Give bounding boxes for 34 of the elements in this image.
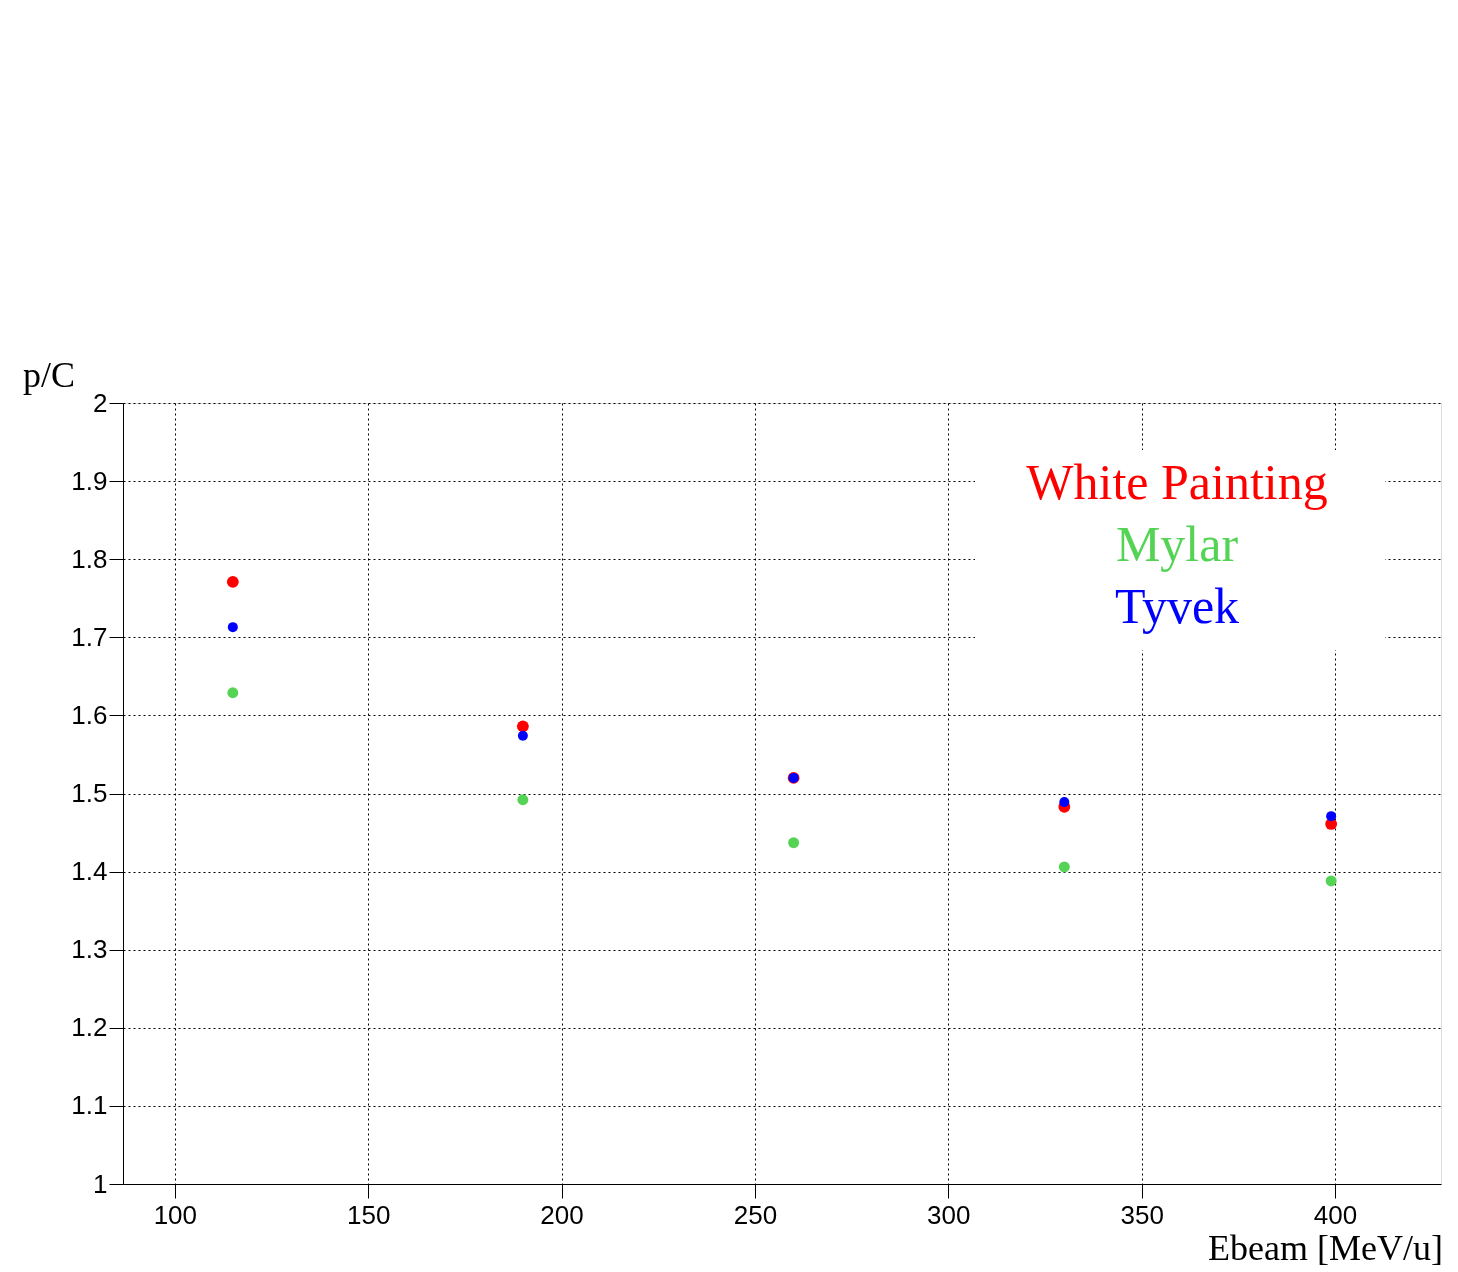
x-tick-label: 400 — [1313, 1199, 1358, 1230]
point — [1325, 875, 1337, 887]
text: White Painting — [1026, 454, 1328, 510]
y-tick-label: 1 — [93, 1168, 108, 1199]
text: Mylar — [1115, 516, 1239, 572]
x-tick-label: 150 — [347, 1199, 391, 1230]
y-tick-label: 1.7 — [71, 621, 108, 652]
point — [788, 837, 800, 849]
point — [517, 794, 529, 806]
point — [517, 730, 528, 741]
point — [226, 575, 239, 588]
y-tick-label: 1.1 — [71, 1090, 108, 1121]
point — [1058, 861, 1070, 873]
y-tick-label: 1.2 — [71, 1012, 108, 1043]
point — [227, 687, 239, 699]
y-axis-title: p/C — [23, 355, 76, 395]
x-tick-label: 100 — [153, 1199, 198, 1230]
x-tick-label: 250 — [733, 1199, 778, 1230]
y-tick-label: 1.6 — [71, 699, 108, 730]
y-tick-label: 1.3 — [71, 934, 108, 965]
x-tick-label: 200 — [540, 1199, 584, 1230]
point — [227, 622, 238, 633]
x-tick-label: 350 — [1120, 1199, 1164, 1230]
point — [1326, 811, 1337, 822]
y-tick-label: 1.8 — [71, 543, 108, 574]
point — [516, 720, 529, 733]
y-tick-label: 1.5 — [71, 778, 108, 808]
text: Tyvek — [1114, 578, 1240, 634]
x-axis-title: Ebeam [MeV/u] — [1208, 1228, 1443, 1268]
y-tick-label: 2 — [93, 387, 108, 418]
x-tick-label: 300 — [927, 1199, 971, 1230]
point — [1059, 797, 1070, 808]
y-tick-label: 1.9 — [71, 465, 108, 496]
y-tick-label: 1.4 — [71, 856, 108, 887]
